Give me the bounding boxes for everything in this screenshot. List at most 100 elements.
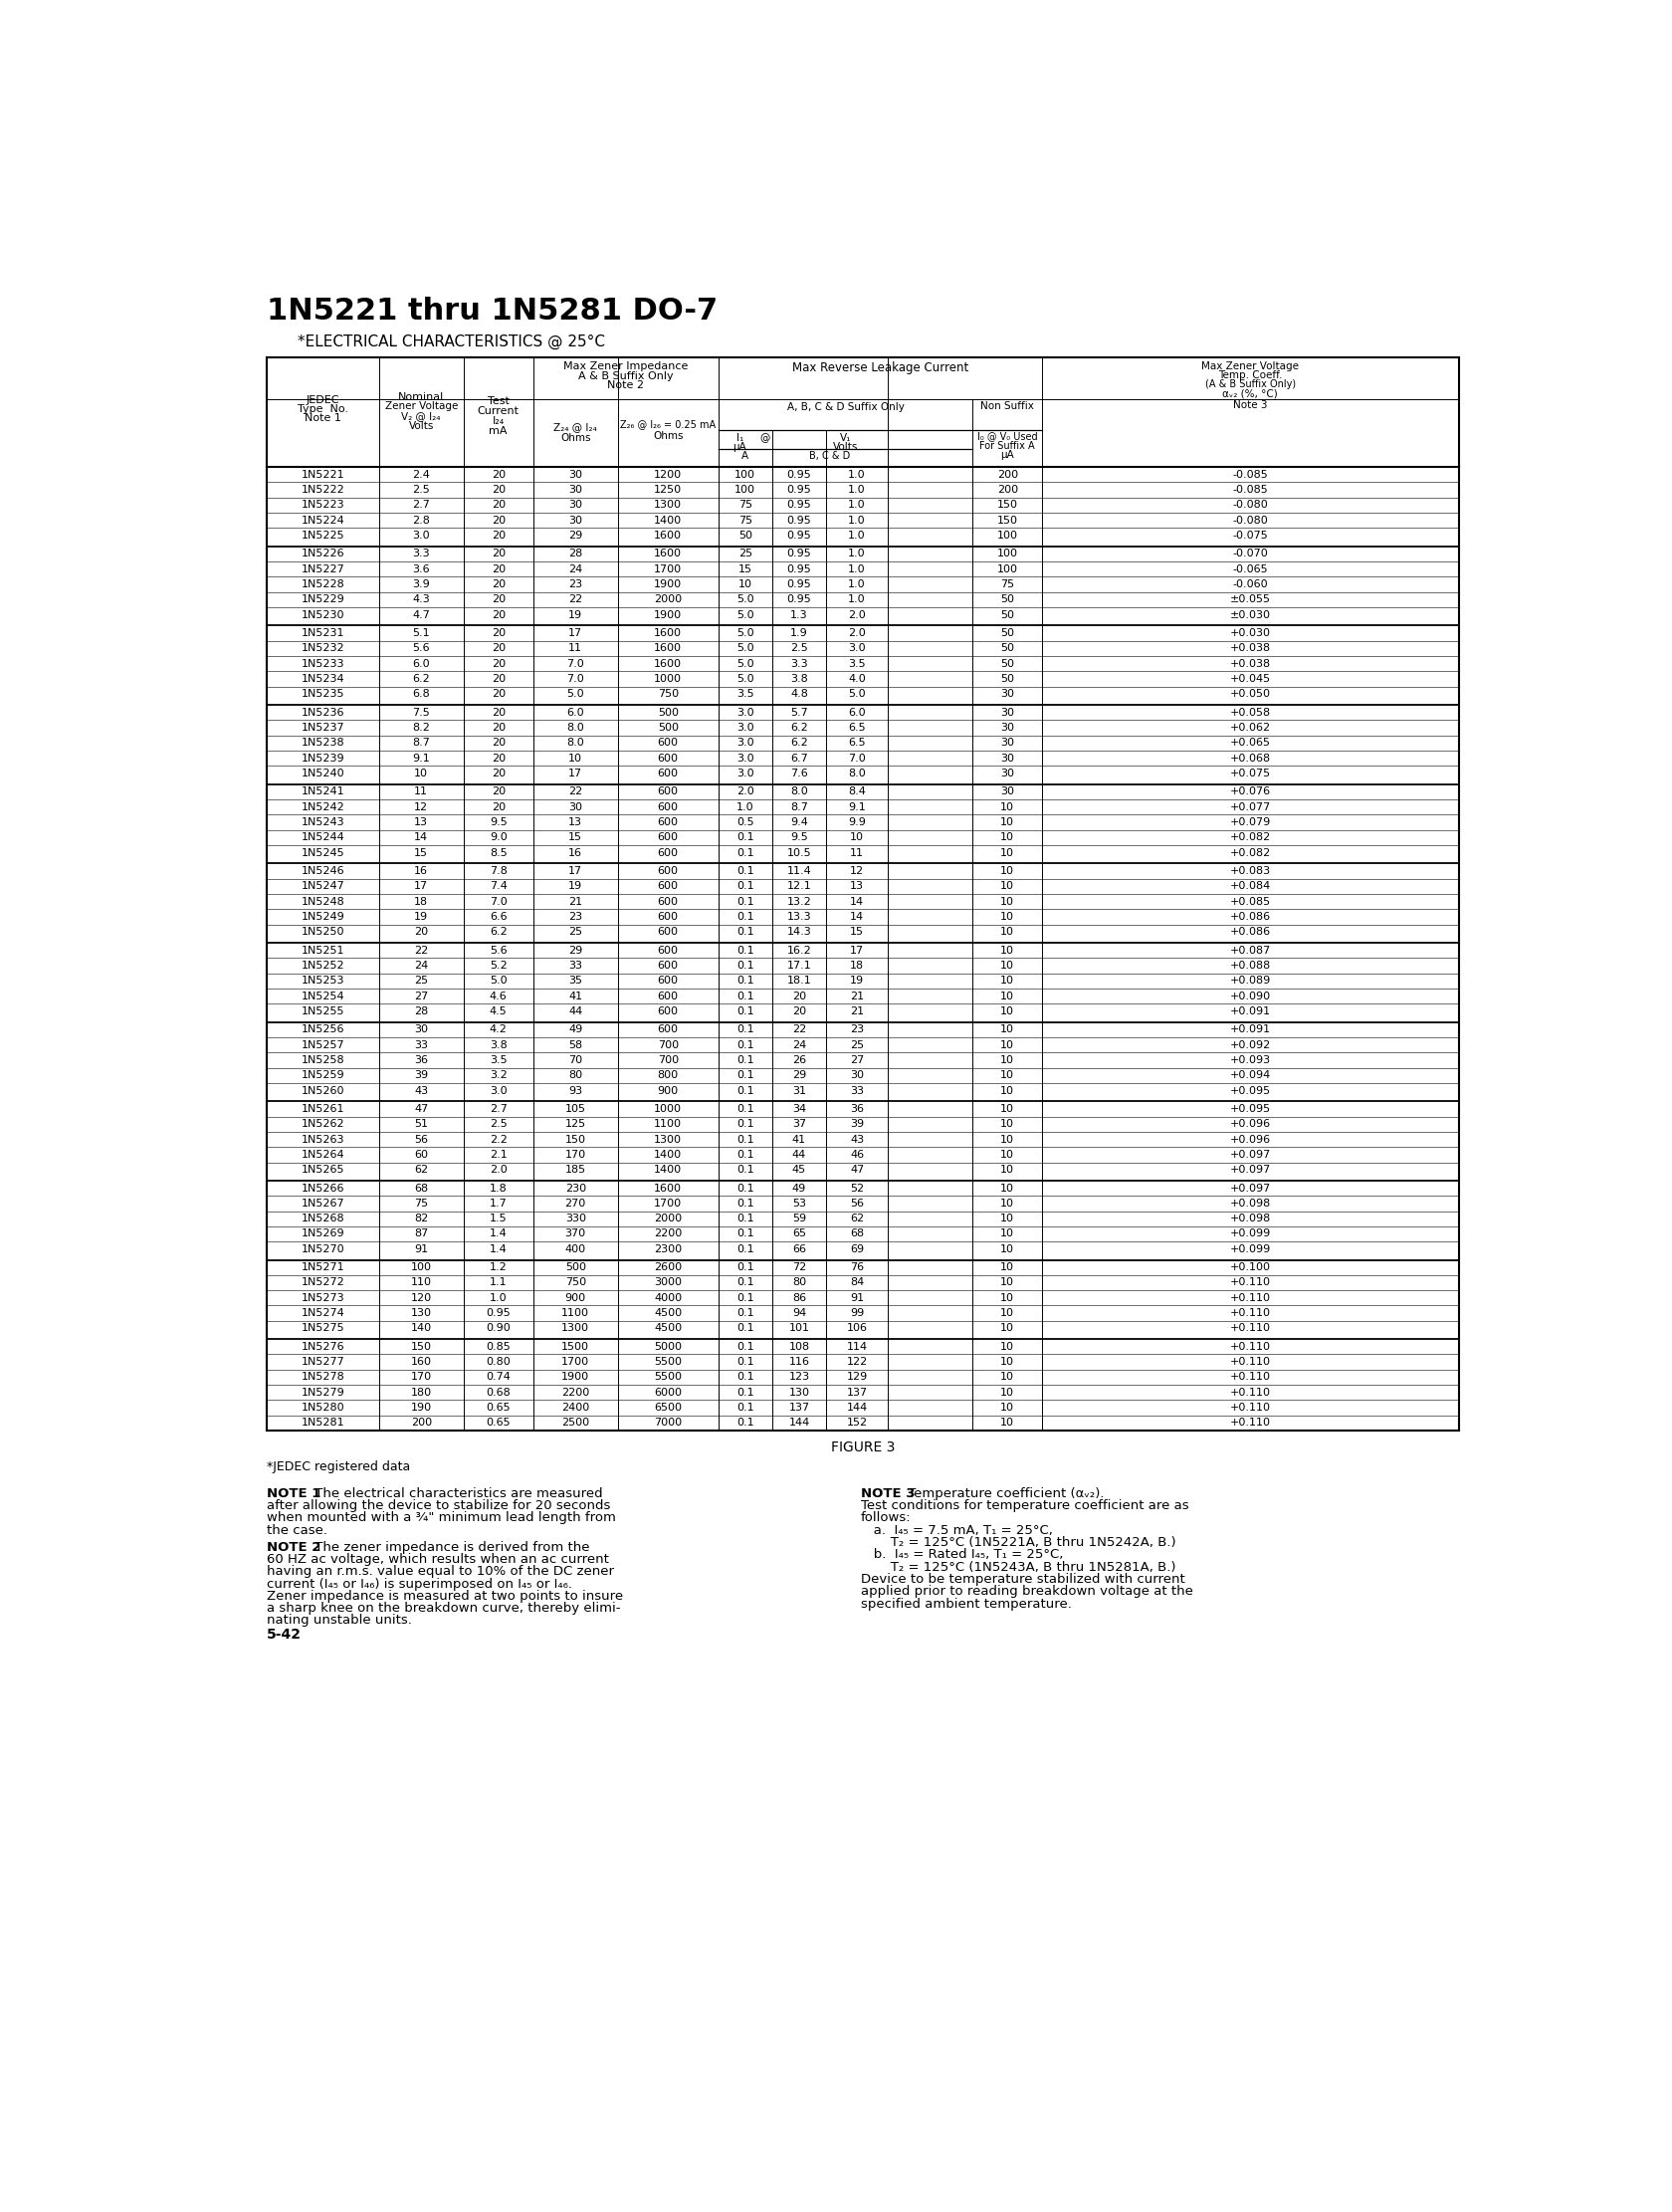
Text: 1N5259: 1N5259 [301, 1071, 344, 1079]
Text: T₂ = 125°C (1N5221A, B thru 1N5242A, B.): T₂ = 125°C (1N5221A, B thru 1N5242A, B.) [861, 1535, 1175, 1548]
Text: 20: 20 [415, 927, 428, 938]
Text: 1.0: 1.0 [848, 515, 866, 526]
Text: when mounted with a ¾" minimum lead length from: when mounted with a ¾" minimum lead leng… [268, 1511, 615, 1524]
Text: 2500: 2500 [562, 1418, 589, 1429]
Text: 10: 10 [1000, 1086, 1013, 1095]
Text: @: @ [759, 434, 769, 442]
Text: 1N5254: 1N5254 [301, 991, 344, 1002]
Text: 2400: 2400 [562, 1402, 589, 1413]
Text: 900: 900 [657, 1086, 679, 1095]
Text: 100: 100 [734, 469, 756, 480]
Text: 5500: 5500 [654, 1371, 682, 1382]
Text: 15: 15 [415, 847, 428, 858]
Text: follows:: follows: [861, 1511, 911, 1524]
Text: 28: 28 [415, 1006, 428, 1015]
Text: 1100: 1100 [654, 1119, 682, 1128]
Text: 20: 20 [492, 708, 505, 717]
Text: 1N5232: 1N5232 [301, 644, 344, 653]
Text: +0.038: +0.038 [1229, 659, 1271, 668]
Text: 600: 600 [657, 880, 679, 891]
Text: 4.5: 4.5 [490, 1006, 507, 1015]
Text: 0.1: 0.1 [736, 1343, 754, 1352]
Text: 91: 91 [415, 1243, 428, 1254]
Text: 0.1: 0.1 [736, 945, 754, 956]
Text: 0.74: 0.74 [485, 1371, 510, 1382]
Text: 10: 10 [1000, 1024, 1013, 1035]
Text: 1.4: 1.4 [490, 1243, 507, 1254]
Text: 7.8: 7.8 [490, 867, 507, 876]
Text: 170: 170 [411, 1371, 431, 1382]
Text: 50: 50 [1000, 644, 1013, 653]
Text: 7.0: 7.0 [567, 659, 584, 668]
Text: 700: 700 [657, 1055, 679, 1066]
Text: +0.092: +0.092 [1229, 1040, 1271, 1051]
Text: +0.076: +0.076 [1229, 787, 1271, 796]
Text: 6.2: 6.2 [490, 927, 507, 938]
Text: 4.7: 4.7 [411, 611, 430, 619]
Text: 106: 106 [846, 1323, 868, 1334]
Text: 600: 600 [657, 768, 679, 779]
Text: 500: 500 [565, 1263, 585, 1272]
Text: 10: 10 [1000, 960, 1013, 971]
Text: 10: 10 [1000, 1135, 1013, 1144]
Text: -0.080: -0.080 [1232, 500, 1267, 511]
Text: 3.5: 3.5 [736, 690, 754, 699]
Text: 18.1: 18.1 [786, 975, 811, 987]
Text: 1N5269: 1N5269 [301, 1230, 344, 1239]
Text: 50: 50 [1000, 595, 1013, 604]
Text: 108: 108 [788, 1343, 809, 1352]
Text: 600: 600 [657, 847, 679, 858]
Text: 3.3: 3.3 [413, 549, 430, 560]
Text: 10.5: 10.5 [786, 847, 811, 858]
Text: I₁: I₁ [736, 434, 742, 442]
Text: 4.2: 4.2 [490, 1024, 507, 1035]
Text: a.  I₄₅ = 7.5 mA, T₁ = 25°C,: a. I₄₅ = 7.5 mA, T₁ = 25°C, [861, 1524, 1052, 1537]
Text: 3000: 3000 [654, 1279, 682, 1287]
Text: 20: 20 [492, 659, 505, 668]
Text: 1N5221 thru 1N5281 DO-7: 1N5221 thru 1N5281 DO-7 [268, 296, 717, 325]
Text: 5.7: 5.7 [789, 708, 808, 717]
Text: 3.0: 3.0 [736, 723, 754, 732]
Text: 56: 56 [415, 1135, 428, 1144]
Text: 1.3: 1.3 [789, 611, 808, 619]
Text: 18: 18 [849, 960, 863, 971]
Text: 30: 30 [415, 1024, 428, 1035]
Text: 1.0: 1.0 [848, 484, 866, 495]
Text: 6.2: 6.2 [789, 739, 808, 748]
Text: 72: 72 [791, 1263, 806, 1272]
Text: 9.1: 9.1 [413, 754, 430, 763]
Text: μA: μA [732, 442, 746, 451]
Text: 14.3: 14.3 [786, 927, 811, 938]
Text: 22: 22 [415, 945, 428, 956]
Text: 8.0: 8.0 [789, 787, 808, 796]
Text: 600: 600 [657, 896, 679, 907]
Text: 150: 150 [565, 1135, 585, 1144]
Text: 1600: 1600 [654, 659, 682, 668]
Text: 1N5231: 1N5231 [301, 628, 344, 639]
Text: 10: 10 [1000, 896, 1013, 907]
Text: 7000: 7000 [654, 1418, 682, 1429]
Text: 25: 25 [849, 1040, 863, 1051]
Text: 13: 13 [568, 816, 582, 827]
Text: 68: 68 [415, 1183, 428, 1192]
Text: 27: 27 [415, 991, 428, 1002]
Text: 1N5272: 1N5272 [301, 1279, 344, 1287]
Text: 5.0: 5.0 [736, 611, 754, 619]
Text: 8.4: 8.4 [848, 787, 866, 796]
Text: 1.9: 1.9 [789, 628, 808, 639]
Text: 29: 29 [568, 945, 582, 956]
Text: Z₂₄ @ I₂₄: Z₂₄ @ I₂₄ [553, 422, 597, 431]
Text: 16.2: 16.2 [786, 945, 811, 956]
Text: 2.0: 2.0 [848, 628, 866, 639]
Text: 20: 20 [492, 611, 505, 619]
Text: 28: 28 [568, 549, 582, 560]
Text: 20: 20 [492, 469, 505, 480]
Text: 10: 10 [1000, 1343, 1013, 1352]
Text: 3.0: 3.0 [413, 531, 430, 540]
Text: 50: 50 [1000, 659, 1013, 668]
Text: 0.1: 0.1 [736, 1371, 754, 1382]
Text: 150: 150 [997, 500, 1017, 511]
Text: 1N5227: 1N5227 [301, 564, 344, 575]
Text: 13.2: 13.2 [786, 896, 811, 907]
Text: 33: 33 [415, 1040, 428, 1051]
